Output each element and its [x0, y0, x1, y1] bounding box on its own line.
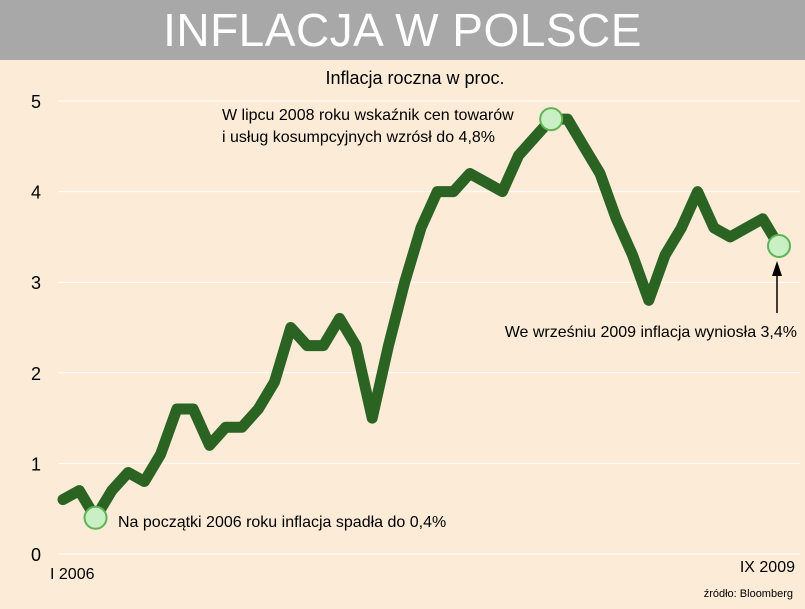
y-tick-label: 4 — [31, 183, 41, 203]
grid-lines — [58, 100, 800, 555]
y-axis-ticks: 0 1 2 3 4 5 — [31, 92, 41, 565]
annotation-peak-line-1: W lipcu 2008 roku wskaźnik cen towarów — [222, 107, 514, 124]
x-tick-label-end: IX 2009 — [740, 559, 795, 576]
annotation-latest: We wrześniu 2009 inflacja wyniosła 3,4% — [505, 324, 797, 341]
annotation-low: Na początki 2006 roku inflacja spadła do… — [118, 514, 446, 531]
inflation-line — [57, 113, 785, 524]
peak-point-marker — [539, 107, 564, 132]
annotation-peak-line-2: i usług kosumpcyjnych wzrósł do 4,8% — [222, 129, 495, 146]
source-note: źródło: Bloomberg — [704, 588, 793, 600]
y-tick-label: 5 — [31, 92, 41, 112]
y-tick-label: 3 — [31, 273, 41, 293]
y-tick-label: 2 — [31, 364, 41, 384]
highlight-markers — [83, 107, 791, 530]
low-point-marker — [83, 505, 108, 530]
y-tick-label: 1 — [31, 454, 41, 474]
annotation-arrow — [772, 261, 782, 313]
latest-point-marker — [767, 233, 791, 258]
header-bar: INFLACJA W POLSCE — [0, 0, 805, 60]
chart-title: Inflacja roczna w proc. — [325, 68, 504, 88]
page-title: INFLACJA W POLSCE — [163, 4, 642, 56]
y-tick-label: 0 — [31, 545, 41, 565]
x-tick-label-start: I 2006 — [50, 566, 95, 583]
